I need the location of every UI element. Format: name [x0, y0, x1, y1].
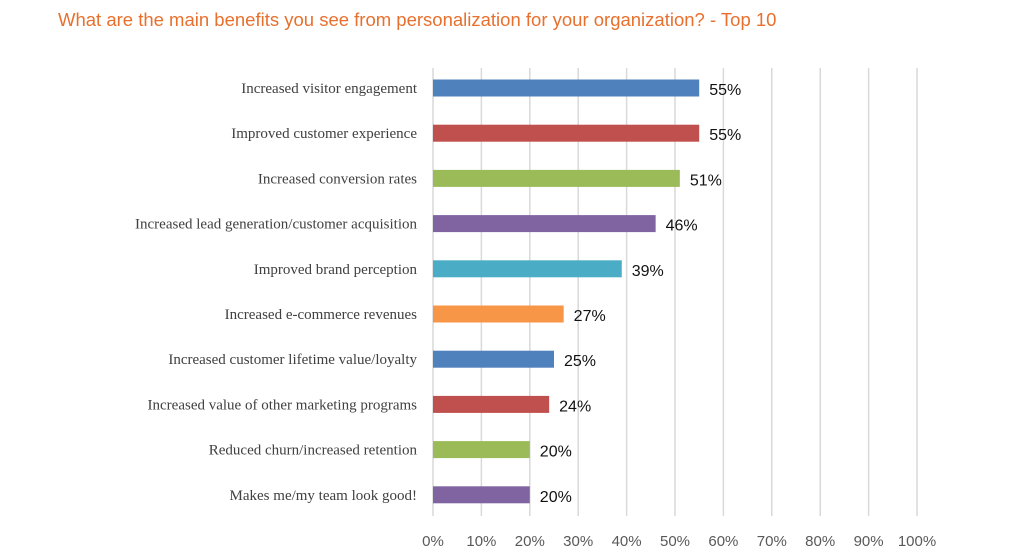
category-label: Increased value of other marketing progr… [148, 397, 418, 413]
category-label: Increased conversion rates [258, 171, 417, 187]
data-label: 25% [564, 353, 596, 370]
bar [433, 79, 700, 97]
data-label: 46% [666, 218, 698, 235]
bar [433, 305, 564, 323]
x-tick-label: 80% [805, 533, 835, 550]
data-label: 24% [559, 398, 591, 415]
bar [433, 350, 554, 368]
x-tick-label: 90% [854, 533, 884, 550]
bar [433, 486, 530, 504]
x-tick-label: 40% [612, 533, 642, 550]
x-tick-label: 60% [708, 533, 738, 550]
bar [433, 395, 550, 413]
x-tick-label: 0% [422, 533, 444, 550]
chart-title: What are the main benefits you see from … [58, 9, 777, 30]
category-label: Increased e-commerce revenues [225, 307, 418, 323]
bar [433, 215, 656, 233]
x-tick-label: 10% [466, 533, 496, 550]
bar [433, 260, 622, 278]
data-label: 20% [540, 489, 572, 506]
category-label: Improved brand perception [254, 262, 418, 278]
category-label: Increased visitor engagement [241, 81, 418, 97]
x-tick-label: 100% [898, 533, 936, 550]
data-label: 55% [709, 82, 741, 99]
data-label: 39% [632, 263, 664, 280]
data-label: 55% [709, 127, 741, 144]
data-label: 20% [540, 444, 572, 461]
category-label: Increased lead generation/customer acqui… [135, 217, 417, 233]
data-label: 27% [574, 308, 606, 325]
x-tick-label: 50% [660, 533, 690, 550]
x-tick-label: 30% [563, 533, 593, 550]
x-tick-label: 20% [515, 533, 545, 550]
category-label: Makes me/my team look good! [230, 488, 417, 504]
data-label: 51% [690, 172, 722, 189]
category-label: Reduced churn/increased retention [209, 443, 418, 459]
x-tick-label: 70% [757, 533, 787, 550]
bar [433, 441, 530, 459]
category-label: Improved customer experience [231, 126, 417, 142]
bar [433, 124, 700, 142]
category-label: Increased customer lifetime value/loyalt… [168, 352, 417, 368]
bar [433, 169, 680, 187]
